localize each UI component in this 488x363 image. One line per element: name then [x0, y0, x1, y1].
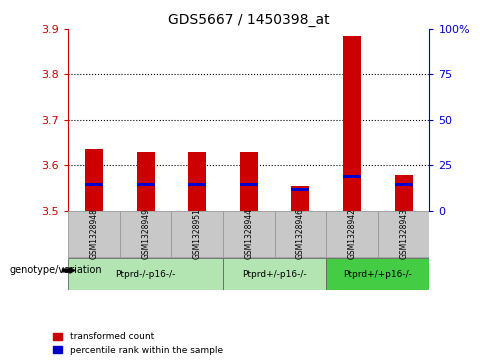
Bar	[275, 211, 326, 257]
Text: GSM1328949: GSM1328949	[141, 208, 150, 259]
Bar	[137, 152, 155, 211]
Text: genotype/variation: genotype/variation	[10, 265, 102, 276]
Bar	[378, 211, 429, 257]
Text: GSM1328946: GSM1328946	[296, 208, 305, 259]
Text: GSM1328942: GSM1328942	[347, 208, 357, 259]
Bar	[188, 152, 206, 211]
Bar	[395, 183, 413, 187]
Bar	[120, 211, 171, 257]
Bar	[68, 211, 120, 257]
Bar	[188, 183, 206, 187]
Text: GSM1328948: GSM1328948	[90, 208, 99, 259]
Legend: transformed count, percentile rank within the sample: transformed count, percentile rank withi…	[53, 333, 223, 355]
Bar	[137, 183, 155, 187]
Bar	[343, 175, 361, 178]
Bar	[85, 183, 103, 187]
Bar	[223, 211, 275, 257]
Bar	[395, 175, 413, 211]
Bar	[326, 211, 378, 257]
Bar	[240, 183, 258, 187]
Text: Ptprd+/+p16-/-: Ptprd+/+p16-/-	[344, 270, 412, 279]
Text: Ptprd+/-p16-/-: Ptprd+/-p16-/-	[243, 270, 307, 279]
Bar	[68, 258, 223, 290]
Bar	[291, 185, 309, 211]
Bar	[240, 152, 258, 211]
Bar	[171, 211, 223, 257]
Text: GSM1328944: GSM1328944	[244, 208, 253, 259]
Bar	[343, 36, 361, 211]
Title: GDS5667 / 1450398_at: GDS5667 / 1450398_at	[168, 13, 330, 26]
Bar	[85, 149, 103, 211]
Bar	[326, 258, 429, 290]
Text: Ptprd-/-p16-/-: Ptprd-/-p16-/-	[116, 270, 176, 279]
Text: GSM1328951: GSM1328951	[193, 208, 202, 259]
Bar	[223, 258, 326, 290]
Text: GSM1328943: GSM1328943	[399, 208, 408, 259]
Bar	[291, 188, 309, 191]
